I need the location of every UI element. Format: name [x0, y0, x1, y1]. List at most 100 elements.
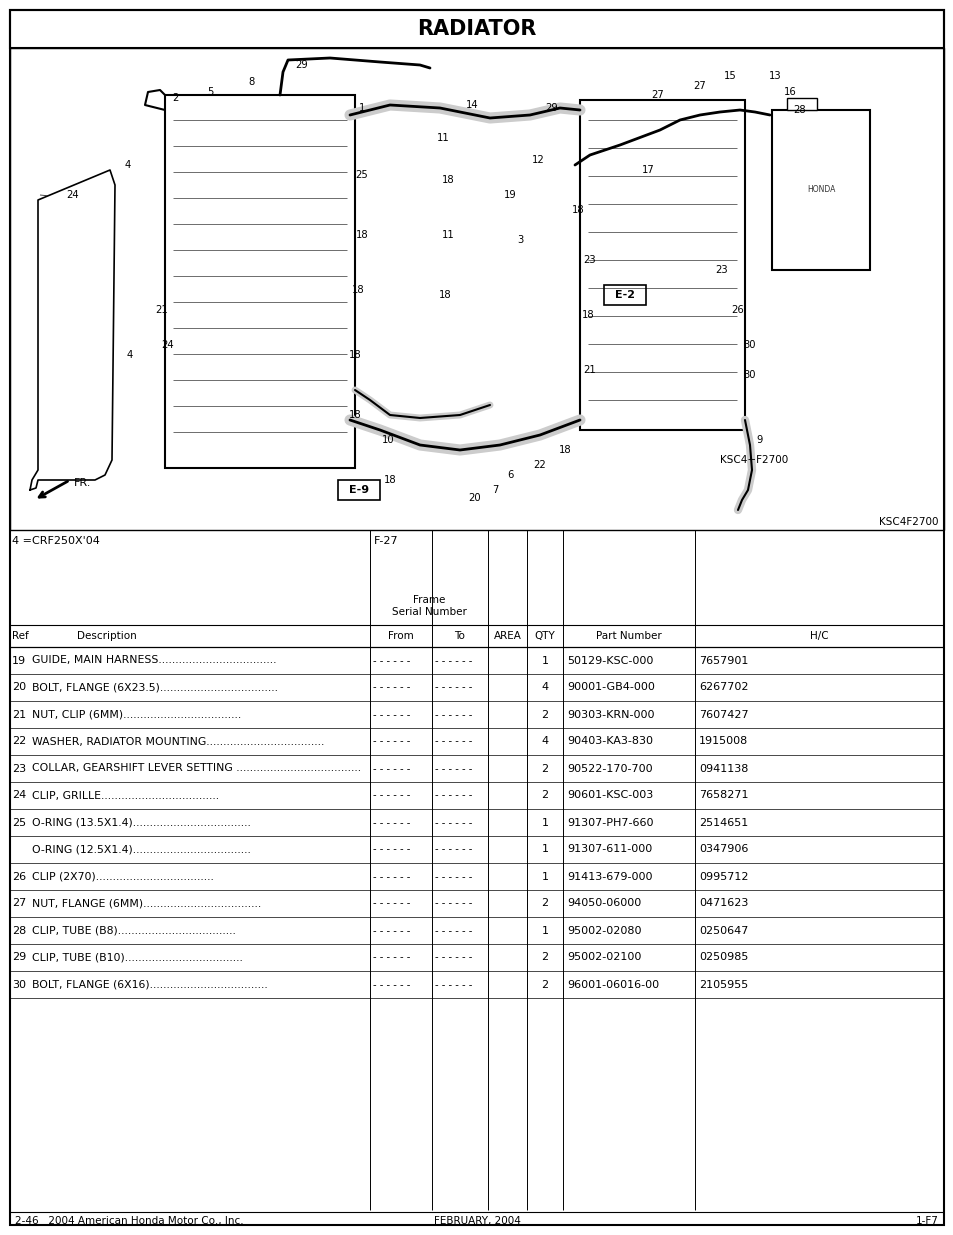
Text: 19: 19 [503, 190, 516, 200]
Text: 1: 1 [541, 656, 548, 666]
Text: 28: 28 [12, 925, 27, 935]
Text: NUT, FLANGE (6MM)...................................: NUT, FLANGE (6MM).......................… [32, 899, 261, 909]
Text: 18: 18 [349, 350, 361, 359]
Text: 27: 27 [12, 899, 27, 909]
Text: 21: 21 [155, 305, 168, 315]
Bar [10, 48, 943, 530]
Text: KSC4F2700: KSC4F2700 [879, 517, 938, 527]
Text: 4: 4 [125, 161, 131, 170]
Text: 17: 17 [641, 165, 654, 175]
Text: - - - - - -: - - - - - - [373, 656, 410, 666]
Text: 0250647: 0250647 [699, 925, 747, 935]
Text: 18: 18 [581, 310, 594, 320]
Text: 0347906: 0347906 [699, 845, 747, 855]
Text: 96001-06016-00: 96001-06016-00 [566, 979, 659, 989]
Text: - - - - - -: - - - - - - [435, 736, 472, 746]
Text: 23: 23 [715, 266, 727, 275]
Text: - - - - - -: - - - - - - [435, 845, 472, 855]
Text: - - - - - -: - - - - - - [435, 979, 472, 989]
Text: - - - - - -: - - - - - - [435, 818, 472, 827]
Text: 7607427: 7607427 [699, 709, 748, 720]
Text: 18: 18 [383, 475, 395, 485]
Text: 9: 9 [756, 435, 762, 445]
Text: - - - - - -: - - - - - - [373, 899, 410, 909]
Text: 7658271: 7658271 [699, 790, 748, 800]
Text: 2: 2 [172, 93, 178, 103]
Text: - - - - - -: - - - - - - [373, 979, 410, 989]
Text: 12: 12 [531, 156, 544, 165]
Text: 1-F7: 1-F7 [915, 1216, 938, 1226]
Bar [337, 480, 379, 500]
Text: 4: 4 [541, 736, 548, 746]
Text: 20: 20 [468, 493, 481, 503]
Text: 6267702: 6267702 [699, 683, 748, 693]
Bar [786, 98, 816, 110]
Text: 2: 2 [541, 952, 548, 962]
Text: 5: 5 [207, 86, 213, 98]
Text: 4: 4 [127, 350, 133, 359]
Text: 3: 3 [517, 235, 522, 245]
Text: 7: 7 [492, 485, 497, 495]
Text: 1915008: 1915008 [699, 736, 747, 746]
Text: AREA: AREA [493, 631, 521, 641]
Polygon shape [30, 170, 115, 490]
Text: 21: 21 [12, 709, 26, 720]
Text: - - - - - -: - - - - - - [373, 763, 410, 773]
Bar [165, 95, 355, 468]
Text: - - - - - -: - - - - - - [373, 683, 410, 693]
Text: 21: 21 [583, 366, 596, 375]
Text: 8: 8 [249, 77, 254, 86]
Text: NUT, CLIP (6MM)...................................: NUT, CLIP (6MM).........................… [32, 709, 241, 720]
Text: 27: 27 [651, 90, 663, 100]
Text: - - - - - -: - - - - - - [435, 899, 472, 909]
Text: 0471623: 0471623 [699, 899, 747, 909]
Text: 91307-PH7-660: 91307-PH7-660 [566, 818, 653, 827]
Text: 26: 26 [12, 872, 26, 882]
Text: To: To [454, 631, 465, 641]
Text: BOLT, FLANGE (6X16)...................................: BOLT, FLANGE (6X16).....................… [32, 979, 268, 989]
Text: COLLAR, GEARSHIFT LEVER SETTING .....................................: COLLAR, GEARSHIFT LEVER SETTING ........… [32, 763, 361, 773]
Text: 94050-06000: 94050-06000 [566, 899, 640, 909]
Text: F-27: F-27 [374, 536, 398, 546]
Text: 1: 1 [541, 818, 548, 827]
Text: E-9: E-9 [349, 485, 369, 495]
Text: 24: 24 [67, 190, 79, 200]
Text: 90601-KSC-003: 90601-KSC-003 [566, 790, 653, 800]
Text: 6: 6 [506, 471, 513, 480]
Text: 23: 23 [12, 763, 26, 773]
Text: 90303-KRN-000: 90303-KRN-000 [566, 709, 654, 720]
Text: - - - - - -: - - - - - - [435, 872, 472, 882]
Text: FR.: FR. [74, 478, 91, 488]
Text: - - - - - -: - - - - - - [435, 709, 472, 720]
Text: - - - - - -: - - - - - - [435, 790, 472, 800]
Text: 2: 2 [541, 709, 548, 720]
Text: 18: 18 [438, 290, 451, 300]
Text: 22: 22 [12, 736, 27, 746]
Text: Ref: Ref [12, 631, 29, 641]
Bar [10, 10, 943, 48]
Text: RADIATOR: RADIATOR [416, 19, 537, 40]
Text: 2: 2 [541, 899, 548, 909]
Text: Part Number: Part Number [596, 631, 661, 641]
Text: 23: 23 [583, 254, 596, 266]
Text: - - - - - -: - - - - - - [373, 952, 410, 962]
Text: 2105955: 2105955 [699, 979, 747, 989]
Bar [579, 100, 744, 430]
Text: - - - - - -: - - - - - - [373, 872, 410, 882]
Text: 1: 1 [541, 925, 548, 935]
Text: 2: 2 [541, 979, 548, 989]
Text: 30: 30 [743, 340, 756, 350]
Text: 26: 26 [731, 305, 743, 315]
Text: 11: 11 [441, 230, 454, 240]
Text: - - - - - -: - - - - - - [435, 925, 472, 935]
Text: 24: 24 [12, 790, 27, 800]
Text: 7657901: 7657901 [699, 656, 747, 666]
Text: HONDA: HONDA [806, 185, 834, 194]
Text: - - - - - -: - - - - - - [435, 763, 472, 773]
Text: 18: 18 [349, 410, 361, 420]
Text: FEBRUARY, 2004: FEBRUARY, 2004 [433, 1216, 520, 1226]
Text: QTY: QTY [534, 631, 555, 641]
Text: 1: 1 [358, 103, 365, 112]
Bar [771, 110, 869, 270]
Text: 1: 1 [541, 845, 548, 855]
